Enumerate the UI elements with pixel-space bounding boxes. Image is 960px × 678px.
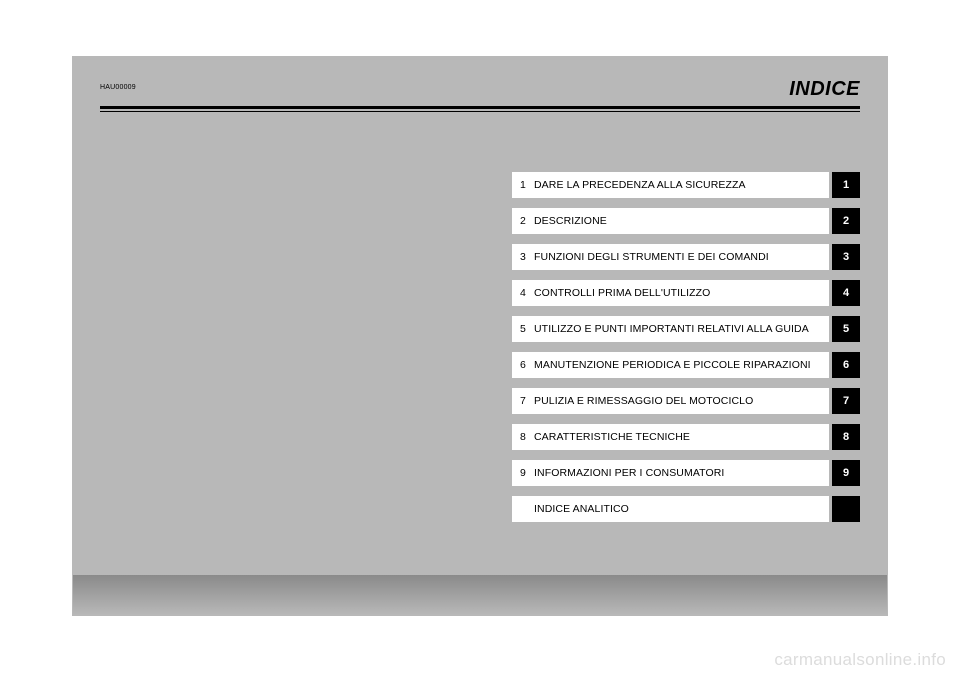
toc-row-label: 3 FUNZIONI DEGLI STRUMENTI E DEI COMANDI (512, 244, 829, 270)
table-of-contents: 1 DARE LA PRECEDENZA ALLA SICUREZZA 1 2 … (512, 172, 860, 532)
page-header: HAU00009 INDICE (100, 84, 860, 91)
toc-row-label: 6 MANUTENZIONE PERIODICA E PICCOLE RIPAR… (512, 352, 829, 378)
toc-row-tab (832, 496, 860, 522)
toc-row-number: 9 (520, 467, 534, 479)
toc-row-number: 2 (520, 215, 534, 227)
toc-row[interactable]: 4 CONTROLLI PRIMA DELL'UTILIZZO 4 (512, 280, 860, 306)
toc-row-text: CONTROLLI PRIMA DELL'UTILIZZO (534, 287, 710, 299)
toc-row-text: CARATTERISTICHE TECNICHE (534, 431, 690, 443)
toc-row-label: 7 PULIZIA E RIMESSAGGIO DEL MOTOCICLO (512, 388, 829, 414)
toc-row-tab: 7 (832, 388, 860, 414)
toc-row-text: FUNZIONI DEGLI STRUMENTI E DEI COMANDI (534, 251, 769, 263)
toc-row-label: 5 UTILIZZO E PUNTI IMPORTANTI RELATIVI A… (512, 316, 829, 342)
toc-row[interactable]: INDICE ANALITICO (512, 496, 860, 522)
toc-row-tab: 2 (832, 208, 860, 234)
toc-row-text: DARE LA PRECEDENZA ALLA SICUREZZA (534, 179, 746, 191)
toc-row-label: 8 CARATTERISTICHE TECNICHE (512, 424, 829, 450)
toc-row-number: 8 (520, 431, 534, 443)
toc-row[interactable]: 5 UTILIZZO E PUNTI IMPORTANTI RELATIVI A… (512, 316, 860, 342)
toc-row[interactable]: 6 MANUTENZIONE PERIODICA E PICCOLE RIPAR… (512, 352, 860, 378)
toc-row-number: 3 (520, 251, 534, 263)
toc-row[interactable]: 8 CARATTERISTICHE TECNICHE 8 (512, 424, 860, 450)
toc-row-tab: 3 (832, 244, 860, 270)
toc-row[interactable]: 2 DESCRIZIONE 2 (512, 208, 860, 234)
toc-row-number: 6 (520, 359, 534, 371)
toc-row-tab: 4 (832, 280, 860, 306)
toc-row-text: MANUTENZIONE PERIODICA E PICCOLE RIPARAZ… (534, 359, 811, 371)
toc-row[interactable]: 9 INFORMAZIONI PER I CONSUMATORI 9 (512, 460, 860, 486)
toc-row-number: 1 (520, 179, 534, 191)
toc-row-label: 2 DESCRIZIONE (512, 208, 829, 234)
toc-row[interactable]: 7 PULIZIA E RIMESSAGGIO DEL MOTOCICLO 7 (512, 388, 860, 414)
toc-row-tab: 6 (832, 352, 860, 378)
manual-page: HAU00009 INDICE 1 DARE LA PRECEDENZA ALL… (72, 56, 888, 616)
toc-row-number: 4 (520, 287, 534, 299)
page-title: INDICE (789, 78, 860, 101)
toc-row-label: INDICE ANALITICO (512, 496, 829, 522)
toc-row-text: UTILIZZO E PUNTI IMPORTANTI RELATIVI ALL… (534, 323, 809, 335)
toc-row-tab: 5 (832, 316, 860, 342)
toc-row-label: 1 DARE LA PRECEDENZA ALLA SICUREZZA (512, 172, 829, 198)
toc-row-text: INDICE ANALITICO (534, 503, 629, 515)
watermark-text: carmanualsonline.info (774, 650, 946, 670)
toc-row-text: DESCRIZIONE (534, 215, 607, 227)
toc-row-tab: 8 (832, 424, 860, 450)
toc-row[interactable]: 1 DARE LA PRECEDENZA ALLA SICUREZZA 1 (512, 172, 860, 198)
document-code: HAU00009 (100, 84, 860, 91)
toc-row-text: INFORMAZIONI PER I CONSUMATORI (534, 467, 724, 479)
toc-row-tab: 1 (832, 172, 860, 198)
toc-row-number: 7 (520, 395, 534, 407)
header-rule-thin (100, 111, 860, 112)
toc-row[interactable]: 3 FUNZIONI DEGLI STRUMENTI E DEI COMANDI… (512, 244, 860, 270)
toc-row-label: 4 CONTROLLI PRIMA DELL'UTILIZZO (512, 280, 829, 306)
toc-row-text: PULIZIA E RIMESSAGGIO DEL MOTOCICLO (534, 395, 753, 407)
header-rule-thick (100, 106, 860, 109)
toc-row-tab: 9 (832, 460, 860, 486)
toc-row-label: 9 INFORMAZIONI PER I CONSUMATORI (512, 460, 829, 486)
toc-row-number: 5 (520, 323, 534, 335)
